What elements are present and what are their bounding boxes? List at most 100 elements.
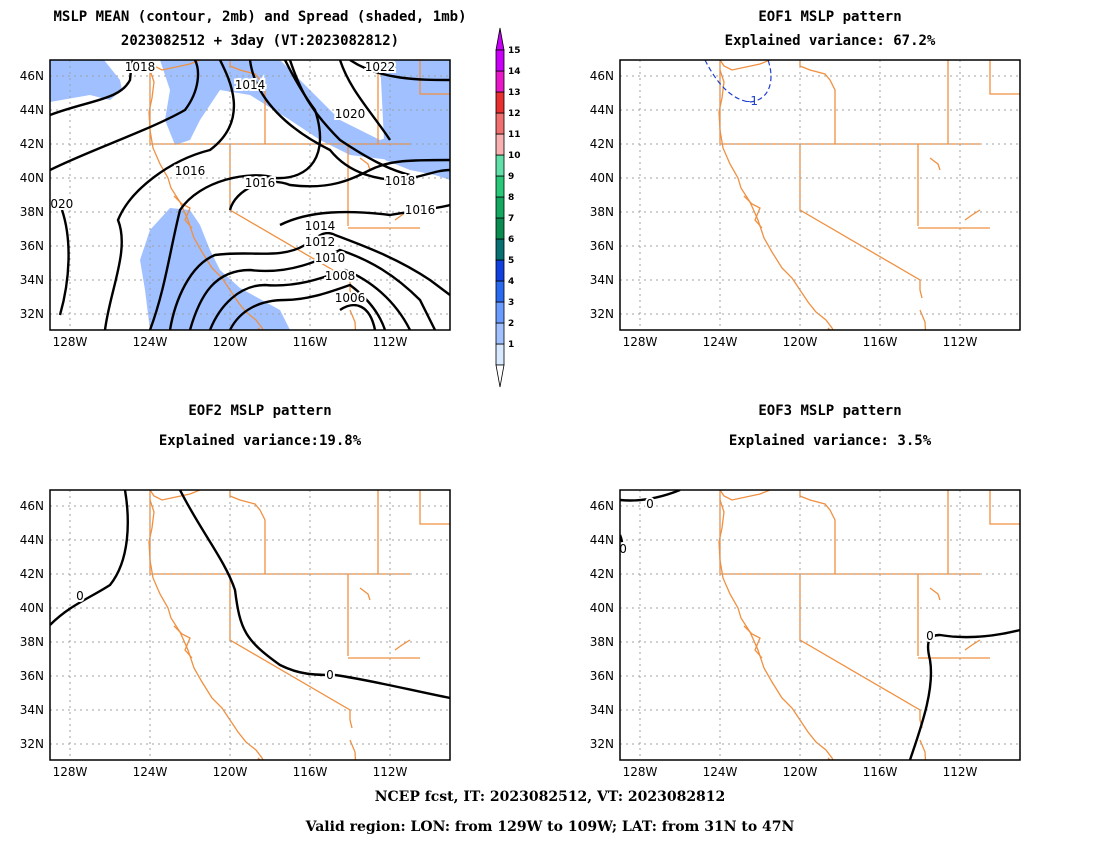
lat-tick-label: 40N bbox=[590, 171, 614, 185]
panel-eof1-title: EOF1 MSLP pattern bbox=[758, 9, 902, 25]
colorbar-label: 7 bbox=[508, 214, 514, 224]
colorbar-label: 9 bbox=[508, 172, 514, 182]
lat-tick-label: 40N bbox=[20, 601, 44, 615]
lat-tick-label: 46N bbox=[20, 69, 44, 83]
footer-valid-region: Valid region: LON: from 129W to 109W; LA… bbox=[305, 819, 795, 835]
lat-tick-label: 36N bbox=[590, 669, 614, 683]
contour-label: 0 bbox=[926, 629, 934, 643]
lon-tick-label: 128W bbox=[623, 765, 658, 779]
lat-tick-label: 36N bbox=[20, 669, 44, 683]
lat-tick-label: 32N bbox=[20, 737, 44, 751]
lat-tick-label: 34N bbox=[20, 273, 44, 287]
colorbar-swatch bbox=[495, 196, 505, 219]
colorbar-label: 4 bbox=[508, 277, 514, 287]
colorbar-label: 15 bbox=[508, 46, 521, 56]
colorbar-label: 14 bbox=[508, 67, 521, 77]
footer-forecast-info: NCEP fcst, IT: 2023082512, VT: 202308281… bbox=[374, 789, 726, 805]
colorbar-label: 2 bbox=[508, 319, 514, 329]
contour-label: 0 bbox=[326, 668, 334, 682]
lon-tick-label: 112W bbox=[943, 335, 978, 349]
lat-tick-label: 38N bbox=[590, 205, 614, 219]
lon-tick-label: 120W bbox=[783, 335, 818, 349]
lon-tick-label: 112W bbox=[373, 765, 408, 779]
contour-label: 1022 bbox=[365, 60, 396, 74]
panel-eof2-title: EOF2 MSLP pattern bbox=[188, 403, 332, 419]
colorbar-label: 3 bbox=[508, 298, 514, 308]
lat-tick-label: 34N bbox=[20, 703, 44, 717]
plot-frame bbox=[49, 59, 451, 331]
contour-label: 1018 bbox=[385, 174, 416, 188]
lon-tick-label: 116W bbox=[293, 335, 328, 349]
colorbar-label: 6 bbox=[508, 235, 514, 245]
lat-tick-label: 34N bbox=[590, 703, 614, 717]
lon-tick-label: 124W bbox=[703, 765, 738, 779]
eof1-contour bbox=[704, 60, 772, 103]
panel-eof3: 0 0 0 bbox=[619, 489, 1021, 761]
contour-label: 0 bbox=[619, 542, 627, 556]
colorbar-swatch bbox=[495, 91, 505, 114]
lat-tick-label: 40N bbox=[20, 171, 44, 185]
lat-tick-label: 32N bbox=[20, 307, 44, 321]
lat-tick-label: 44N bbox=[20, 533, 44, 547]
colorbar-swatch bbox=[495, 49, 505, 72]
contour-label: -1 bbox=[746, 94, 758, 108]
contour-label: 0 bbox=[646, 497, 654, 511]
colorbar-label: 12 bbox=[508, 109, 521, 119]
contour-label: 1014 bbox=[305, 219, 336, 233]
lat-tick-label: 40N bbox=[590, 601, 614, 615]
colorbar-swatch bbox=[495, 154, 505, 177]
colorbar-label: 5 bbox=[508, 256, 514, 266]
lat-tick-label: 44N bbox=[590, 103, 614, 117]
contour-label: 1020 bbox=[335, 107, 366, 121]
contour-label: 0 bbox=[76, 589, 84, 603]
lat-tick-label: 42N bbox=[20, 137, 44, 151]
contour-label: 1020 bbox=[43, 197, 74, 211]
colorbar-swatch bbox=[495, 322, 505, 345]
lon-tick-label: 120W bbox=[783, 765, 818, 779]
lat-tick-label: 38N bbox=[590, 635, 614, 649]
colorbar-label: 1 bbox=[508, 340, 514, 350]
panel-eof2-subtitle: Explained variance:19.8% bbox=[158, 433, 362, 449]
lat-tick-label: 42N bbox=[20, 567, 44, 581]
colorbar-swatch bbox=[495, 175, 505, 198]
contour-label: 1014 bbox=[235, 78, 266, 92]
lon-tick-label: 112W bbox=[943, 765, 978, 779]
lat-tick-label: 44N bbox=[590, 533, 614, 547]
panel-eof3-title: EOF3 MSLP pattern bbox=[758, 403, 902, 419]
contour-label: 1006 bbox=[335, 291, 366, 305]
panel-eof3-subtitle: Explained variance: 3.5% bbox=[728, 433, 932, 449]
lon-tick-label: 116W bbox=[863, 335, 898, 349]
colorbar-swatch bbox=[495, 280, 505, 303]
lat-tick-label: 46N bbox=[590, 499, 614, 513]
panel-eof2: 0 0 bbox=[49, 489, 451, 761]
lon-tick-label: 120W bbox=[213, 765, 248, 779]
panel-mean: 1018 1014 1022 1020 1016 1016 1018 1016 … bbox=[43, 59, 451, 331]
lon-tick-label: 124W bbox=[703, 335, 738, 349]
axis-ticks: 46N 44N 42N 40N 38N 36N 34N 32N 128W 124W 120W 116W… bbox=[20, 69, 978, 779]
lat-tick-label: 42N bbox=[590, 137, 614, 151]
lat-tick-label: 44N bbox=[20, 103, 44, 117]
colorbar-label: 13 bbox=[508, 88, 521, 98]
lon-tick-label: 124W bbox=[133, 335, 168, 349]
colorbar-swatch bbox=[495, 217, 505, 240]
colorbar-swatch bbox=[495, 301, 505, 324]
contour-label: 1016 bbox=[245, 176, 276, 190]
colorbar-swatch bbox=[495, 259, 505, 282]
lon-tick-label: 120W bbox=[213, 335, 248, 349]
lon-tick-label: 116W bbox=[863, 765, 898, 779]
plot-frame bbox=[619, 59, 1021, 331]
panel-mean-title: MSLP MEAN (contour, 2mb) and Spread (sha… bbox=[53, 9, 467, 25]
lat-tick-label: 42N bbox=[590, 567, 614, 581]
plot-frame bbox=[49, 489, 451, 761]
colorbar-label: 11 bbox=[508, 130, 521, 140]
colorbar-label: 8 bbox=[508, 193, 514, 203]
eof2-contours bbox=[50, 490, 450, 700]
panel-eof1: -1 bbox=[619, 59, 1021, 331]
contour-label: 1010 bbox=[315, 251, 346, 265]
lat-tick-label: 32N bbox=[590, 737, 614, 751]
lat-tick-label: 32N bbox=[590, 307, 614, 321]
contour-label: 1018 bbox=[125, 60, 156, 74]
colorbar-label: 10 bbox=[508, 151, 521, 161]
